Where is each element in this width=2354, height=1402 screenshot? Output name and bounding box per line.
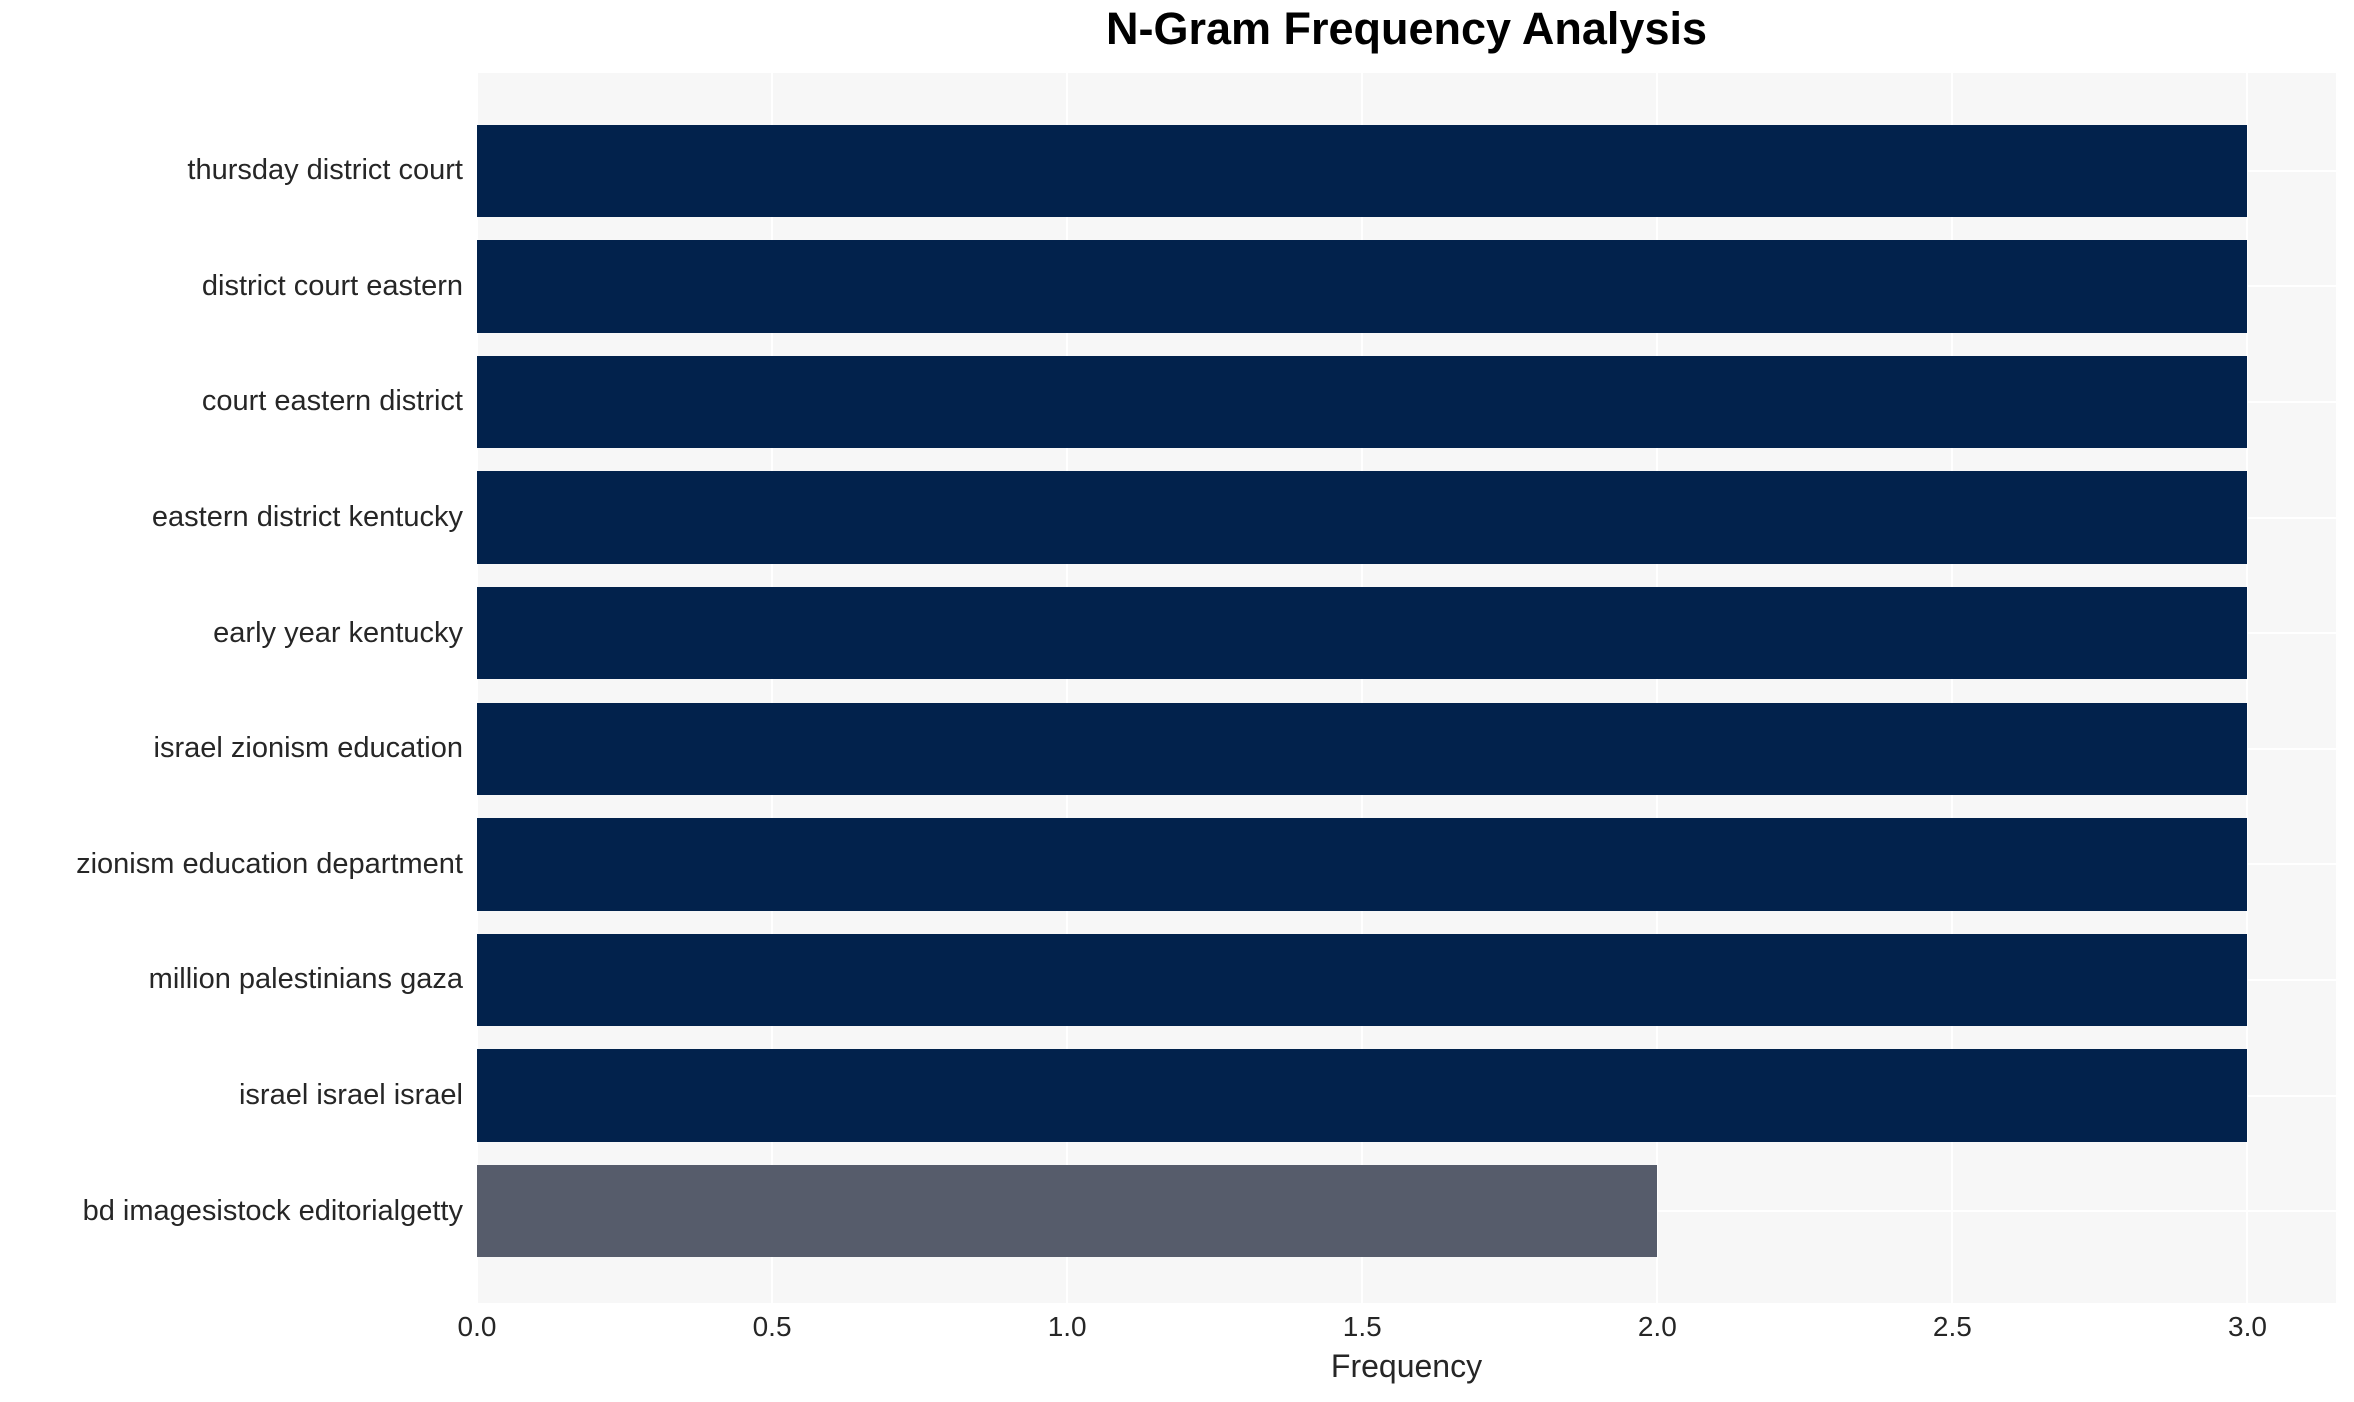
x-tick-label: 1.5	[1342, 1311, 1382, 1342]
y-tick-label: thursday district court	[187, 154, 463, 187]
y-tick-label: israel israel israel	[238, 1079, 463, 1112]
x-gridline	[771, 73, 774, 1303]
bar-row	[477, 229, 2336, 345]
bar-row	[477, 1153, 2336, 1269]
x-gridline	[1066, 73, 1069, 1303]
bar-row	[477, 113, 2336, 229]
y-tick-label: early year kentucky	[213, 616, 463, 649]
bar-row	[477, 807, 2336, 923]
bar-row	[477, 922, 2336, 1038]
bar-eastern-district-kentucky	[477, 471, 2248, 564]
x-gridline	[1951, 73, 1954, 1303]
x-axis-label: Frequency	[1330, 1348, 1483, 1384]
x-tick-label: 3.0	[2228, 1311, 2267, 1342]
bar-district-court-eastern	[477, 240, 2248, 333]
gridline-layer	[476, 73, 2336, 1303]
bar-million-palestinians-gaza	[477, 933, 2248, 1027]
bar-row	[477, 344, 2336, 460]
y-axis-labels: thursday district court district court ea…	[0, 113, 463, 1269]
bar-row	[477, 1038, 2336, 1154]
bar-israel-zionism-education	[477, 702, 2248, 795]
bar-zionism-education-department	[477, 818, 2248, 911]
x-gridline	[1656, 73, 1659, 1303]
y-tick-label: district court eastern	[201, 269, 463, 302]
bar-thursday-district-court	[477, 124, 2248, 218]
x-tick-label: 0.5	[752, 1311, 792, 1342]
y-tick-label: million palestinians gaza	[148, 963, 463, 996]
plot-area	[476, 73, 2336, 1303]
chart-title: N-Gram Frequency Analysis	[1105, 3, 1708, 54]
bar-court-eastern-district	[477, 355, 2248, 449]
bar-early-year-kentucky	[477, 586, 2248, 680]
x-axis-ticks: 0.0 0.5 1.0 1.5 2.0 2.5 3.0	[458, 1311, 2336, 1345]
y-tick-label: eastern district kentucky	[151, 501, 463, 534]
bar-row	[477, 460, 2336, 576]
x-gridline	[1361, 73, 1364, 1303]
x-tick-label: 2.0	[1637, 1311, 1677, 1342]
bar-row	[477, 575, 2336, 691]
bar-israel-israel-israel	[477, 1049, 2248, 1142]
bar-rows	[477, 113, 2336, 1269]
x-tick-label: 2.5	[1932, 1311, 1972, 1342]
y-tick-label: israel zionism education	[153, 732, 463, 765]
y-tick-label: zionism education department	[76, 847, 463, 880]
y-tick-label: court eastern district	[201, 385, 463, 418]
bar-bd-imagesistock-editorialgetty	[477, 1164, 1658, 1258]
x-tick-label: 1.0	[1047, 1311, 1087, 1342]
bar-row	[477, 691, 2336, 807]
x-tick-label: 0.0	[457, 1311, 497, 1342]
y-tick-label: bd imagesistock editorialgetty	[82, 1194, 463, 1227]
x-gridline	[476, 73, 478, 1303]
x-gridline	[2246, 73, 2249, 1303]
